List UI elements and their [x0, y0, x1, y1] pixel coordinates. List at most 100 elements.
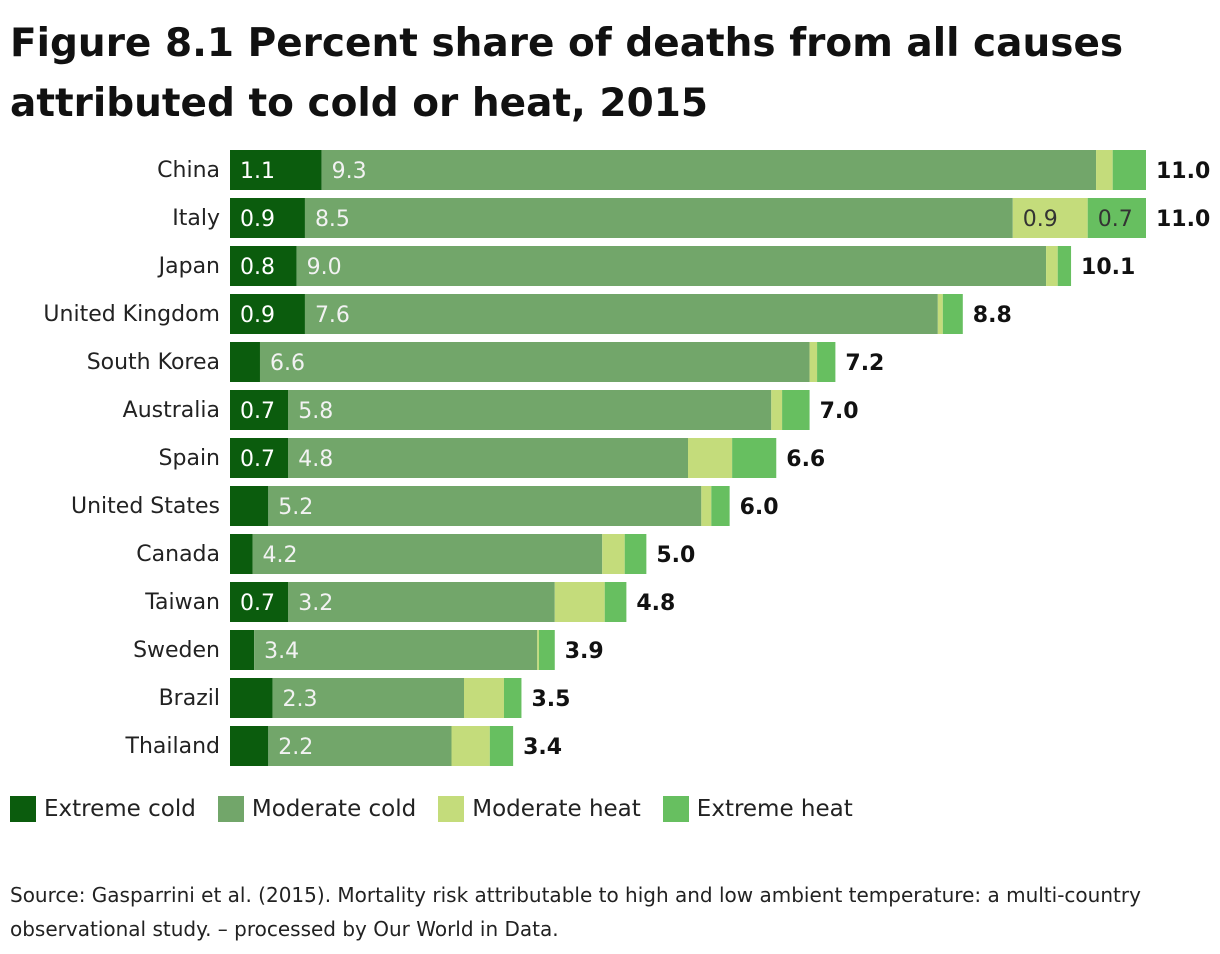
bar-segment-moderate-cold	[268, 726, 452, 766]
bar-segment-extreme-heat	[503, 678, 522, 718]
legend-swatch-extreme-cold	[10, 796, 36, 822]
segment-value-label: 9.0	[307, 255, 342, 280]
bar-row: Australia 0.7 5.8 7.0	[123, 390, 859, 430]
segment-value-label: 1.1	[240, 159, 275, 184]
segment-value-label: 0.9	[240, 303, 275, 328]
bar-segment-extreme-cold	[230, 534, 253, 574]
bar-segment-extreme-heat	[1057, 246, 1072, 286]
category-label: Sweden	[133, 638, 220, 663]
segment-value-label: 0.8	[240, 255, 275, 280]
bar-segment-moderate-heat	[809, 342, 818, 382]
bar-segment-moderate-cold	[254, 630, 538, 670]
chart-title: Figure 8.1 Percent share of deaths from …	[10, 21, 1124, 126]
total-value-label: 7.0	[820, 399, 859, 424]
bar-segment-moderate-heat	[771, 390, 783, 430]
total-value-label: 10.1	[1081, 255, 1135, 280]
bar-segment-extreme-cold	[230, 342, 260, 382]
bar-segment-extreme-cold	[230, 438, 289, 478]
segment-value-label: 3.4	[264, 639, 299, 664]
bar-segment-moderate-cold	[268, 486, 702, 526]
bar-segment-moderate-heat	[451, 726, 490, 766]
bar-segment-moderate-heat	[688, 438, 733, 478]
category-label: Italy	[172, 206, 220, 231]
bar-segment-extreme-cold	[230, 246, 297, 286]
bar-segment-moderate-heat	[1046, 246, 1058, 286]
total-value-label: 11.0	[1156, 207, 1210, 232]
bar-segment-moderate-heat	[602, 534, 625, 574]
bar-segment-extreme-cold	[230, 198, 305, 238]
bar-segment-extreme-heat	[489, 726, 514, 766]
segment-value-label: 8.5	[315, 207, 350, 232]
total-value-label: 5.0	[656, 543, 695, 568]
legend-label: Moderate heat	[472, 796, 641, 822]
bar-row: Italy 0.9 8.5 0.9 0.7 11.0	[172, 198, 1210, 238]
segment-value-label: 2.2	[278, 735, 313, 760]
category-label: Japan	[157, 254, 220, 279]
bar-segment-moderate-heat	[701, 486, 712, 526]
bar-segment-moderate-heat	[1096, 150, 1113, 190]
bar-segment-moderate-heat	[1012, 198, 1088, 238]
bar-segment-moderate-cold	[288, 390, 772, 430]
bar-segment-extreme-heat	[711, 486, 730, 526]
bar-row: Canada 4.2 5.0	[136, 534, 695, 574]
segment-value-label: 5.2	[278, 495, 313, 520]
category-label: United Kingdom	[43, 302, 220, 327]
bar-segment-moderate-cold	[288, 582, 555, 622]
category-label: Australia	[123, 398, 220, 423]
bar-segment-moderate-heat	[463, 678, 504, 718]
bar-row: Taiwan 0.7 3.2 4.8	[144, 582, 675, 622]
bar-row: Thailand 2.2 3.4	[125, 726, 562, 766]
bar-segment-moderate-heat	[554, 582, 605, 622]
legend: Extreme cold Moderate cold Moderate heat…	[10, 796, 875, 822]
total-value-label: 7.2	[845, 351, 884, 376]
legend-item-extreme-cold: Extreme cold	[10, 796, 196, 822]
total-value-label: 11.0	[1156, 159, 1210, 184]
bar-row: United Kingdom 0.9 7.6 8.8	[43, 294, 1012, 334]
segment-value-label: 4.2	[262, 543, 297, 568]
segment-value-label: 0.9	[240, 207, 275, 232]
total-value-label: 6.0	[740, 495, 779, 520]
bar-segment-extreme-heat	[604, 582, 627, 622]
total-value-label: 6.6	[786, 447, 825, 472]
legend-swatch-moderate-cold	[217, 796, 244, 822]
bar-row: South Korea 6.6 7.2	[87, 342, 884, 382]
legend-label: Extreme heat	[696, 796, 853, 822]
segment-value-label: 4.8	[298, 447, 333, 472]
bar-segment-extreme-cold	[230, 678, 273, 718]
segment-value-label: 7.6	[315, 303, 350, 328]
bar-segment-extreme-cold	[230, 294, 305, 334]
bar-segment-moderate-cold	[272, 678, 464, 718]
bar-segment-extreme-heat	[538, 630, 555, 670]
category-label: Spain	[159, 446, 220, 471]
bar-segment-extreme-heat	[732, 438, 777, 478]
stacked-bar-chart: China 1.1 9.3 11.0 Italy 0.9 8.5 0.9 0.7 11.0 Japa…	[43, 150, 1210, 766]
category-label: South Korea	[87, 350, 220, 375]
bar-segment-moderate-cold	[259, 342, 810, 382]
bar-row: United States 5.2 6.0	[71, 486, 779, 526]
segment-value-label: 2.3	[282, 687, 317, 712]
total-value-label: 3.9	[565, 639, 604, 664]
bar-segment-extreme-cold	[230, 630, 255, 670]
total-value-label: 3.4	[523, 735, 562, 760]
bar-segment-moderate-cold	[296, 246, 1047, 286]
bar-segment-extreme-cold	[230, 390, 289, 430]
bar-segment-extreme-cold	[230, 150, 322, 190]
legend-label: Moderate cold	[251, 796, 417, 822]
segment-value-label: 0.7	[240, 447, 275, 472]
bar-segment-extreme-heat	[624, 534, 647, 574]
bar-segment-moderate-cold	[321, 150, 1097, 190]
bar-segment-moderate-cold	[252, 534, 603, 574]
segment-value-label: 0.9	[1023, 207, 1058, 232]
total-value-label: 3.5	[531, 687, 570, 712]
bar-segment-extreme-heat	[817, 342, 836, 382]
segment-value-label: 0.7	[240, 591, 275, 616]
bar-row: Brazil 2.3 3.5	[159, 678, 570, 718]
segment-value-label: 6.6	[270, 351, 305, 376]
total-value-label: 8.8	[973, 303, 1012, 328]
bar-segment-moderate-heat	[537, 630, 539, 670]
legend-item-extreme-heat: Extreme heat	[662, 796, 853, 822]
source-note: Source: Gasparrini et al. (2015). Mortal…	[10, 883, 1141, 941]
bar-segment-moderate-cold	[304, 294, 938, 334]
bar-segment-extreme-heat	[1087, 198, 1146, 238]
bar-segment-extreme-heat	[942, 294, 963, 334]
